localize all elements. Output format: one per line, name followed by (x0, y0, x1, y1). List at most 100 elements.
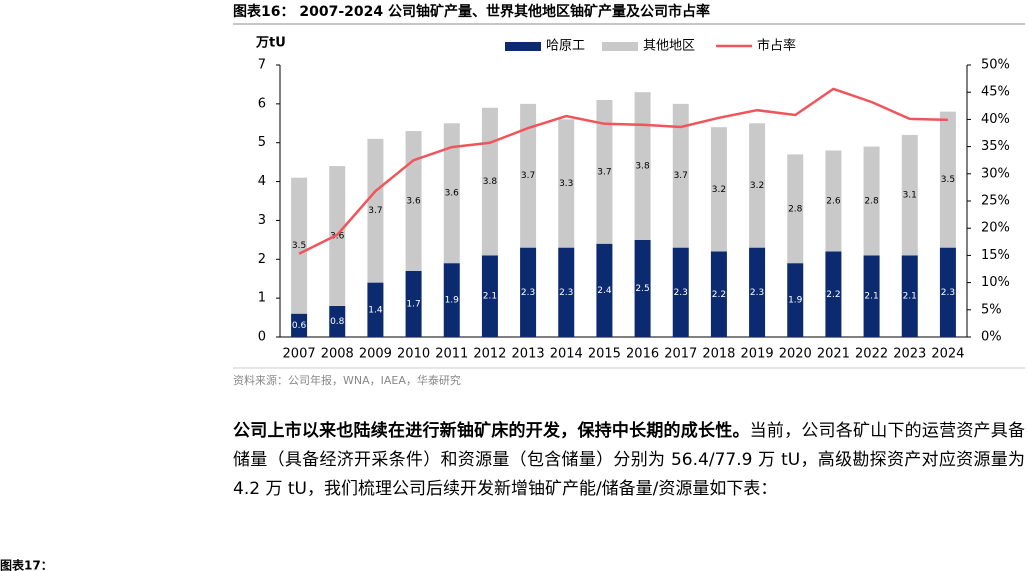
y-tick-label: 4 (258, 174, 266, 189)
x-tick-label: 2016 (626, 347, 659, 362)
x-tick-label: 2018 (702, 347, 735, 362)
bar-label: 3.8 (635, 162, 650, 172)
bar (825, 150, 842, 252)
bar-label: 3.2 (712, 185, 726, 195)
bar (291, 177, 308, 314)
y-tick-label: 1 (258, 291, 266, 306)
bar-label: 3.7 (597, 167, 611, 177)
bar (749, 247, 766, 337)
bar-label: 2.3 (750, 288, 764, 298)
bar (787, 154, 804, 264)
x-tick-label: 2023 (893, 347, 926, 362)
y-axis-label: 万tU (255, 36, 286, 51)
legend-swatch (602, 42, 638, 51)
bar (558, 119, 575, 248)
x-tick-label: 2008 (321, 347, 354, 362)
bar-label: 3.5 (292, 241, 306, 251)
y-tick-label: 0 (258, 330, 266, 345)
x-tick-label: 2024 (931, 347, 964, 362)
bar (634, 92, 651, 240)
bar-label: 3.6 (330, 231, 345, 241)
bar (520, 247, 537, 337)
bar-label: 2.5 (635, 284, 649, 294)
y2-tick-label: 50% (981, 58, 1010, 73)
y-tick-label: 7 (258, 58, 266, 73)
bar-label: 2.6 (826, 197, 841, 207)
x-tick-label: 2013 (512, 347, 545, 362)
bar (596, 99, 613, 244)
y2-tick-label: 20% (981, 221, 1010, 236)
y2-tick-label: 45% (981, 85, 1010, 100)
paragraph: 公司上市以来也陆续在进行新铀矿床的开发，保持中长期的成长性。当前，公司各矿山下的… (233, 417, 1025, 504)
bar-label: 3.7 (521, 171, 535, 181)
bar-label: 3.7 (674, 171, 688, 181)
bar-label: 2.3 (559, 288, 573, 298)
bar-label: 2.2 (712, 290, 726, 300)
paragraph-bold: 公司上市以来也陆续在进行新铀矿床的开发，保持中长期的成长性。 (233, 421, 750, 441)
bar-label: 2.1 (903, 292, 917, 302)
bar (901, 255, 918, 337)
bar-label: 0.6 (292, 321, 307, 331)
bar (596, 243, 613, 337)
bar-label: 1.4 (368, 305, 383, 315)
bar (481, 107, 498, 256)
bar (520, 103, 537, 248)
x-tick-label: 2009 (359, 347, 392, 362)
bar-label: 2.3 (521, 288, 535, 298)
bar (672, 247, 689, 337)
bar-label: 3.2 (750, 181, 764, 191)
y2-tick-label: 15% (981, 248, 1010, 263)
bar (443, 123, 460, 264)
bar-label: 0.8 (330, 317, 345, 327)
bar (863, 146, 880, 256)
bar-label: 3.5 (941, 175, 955, 185)
share-line (298, 87, 948, 255)
y-tick-label: 3 (258, 213, 266, 228)
bar (749, 123, 766, 248)
x-tick-label: 2011 (435, 347, 468, 362)
y2-tick-label: 35% (981, 139, 1010, 154)
bar-label: 3.3 (559, 179, 573, 189)
bar-label: 1.7 (406, 299, 420, 309)
bar-label: 2.2 (826, 290, 840, 300)
bar (710, 127, 727, 252)
y2-tick-label: 5% (981, 302, 1002, 317)
bar (291, 313, 308, 337)
bar-label: 3.6 (445, 189, 460, 199)
x-tick-label: 2020 (779, 347, 812, 362)
x-tick-label: 2022 (855, 347, 888, 362)
bar (405, 270, 422, 337)
x-tick-label: 2015 (588, 347, 621, 362)
y2-tick-label: 25% (981, 194, 1010, 209)
paragraph-text: 当前，公司各矿山下的运营资产具备储量（具备经济开采条件）和资源量（包含储量）分别… (233, 421, 1026, 499)
bar (481, 255, 498, 337)
bar-label: 1.9 (788, 296, 803, 306)
x-tick-label: 2021 (817, 347, 850, 362)
bar (634, 239, 651, 337)
bar (672, 103, 689, 248)
next-caption: 图表17： (0, 558, 53, 571)
y2-tick-label: 0% (981, 330, 1002, 345)
bar-label: 2.3 (674, 288, 688, 298)
legend-label: 市占率 (757, 38, 796, 54)
x-tick-label: 2010 (397, 347, 430, 362)
x-tick-label: 2019 (741, 347, 774, 362)
x-tick-label: 2014 (550, 347, 583, 362)
y-tick-label: 5 (258, 135, 266, 150)
bar (939, 111, 956, 248)
bar (367, 282, 384, 337)
y2-tick-label: 30% (981, 166, 1010, 181)
bar (863, 255, 880, 337)
bar-label: 1.9 (445, 296, 460, 306)
bar (939, 247, 956, 337)
bar-label: 3.6 (406, 197, 421, 207)
source: 资料来源：公司年报，WNA，IAEA，华泰研究 (233, 373, 461, 387)
figure-title: 图表16： 2007-2024 公司铀矿产量、世界其他地区铀矿产量及公司市占率 (233, 3, 710, 20)
bar (405, 131, 422, 271)
bar (443, 263, 460, 337)
bar (825, 251, 842, 337)
bar-label: 3.8 (483, 177, 498, 187)
y2-tick-label: 40% (981, 112, 1010, 127)
